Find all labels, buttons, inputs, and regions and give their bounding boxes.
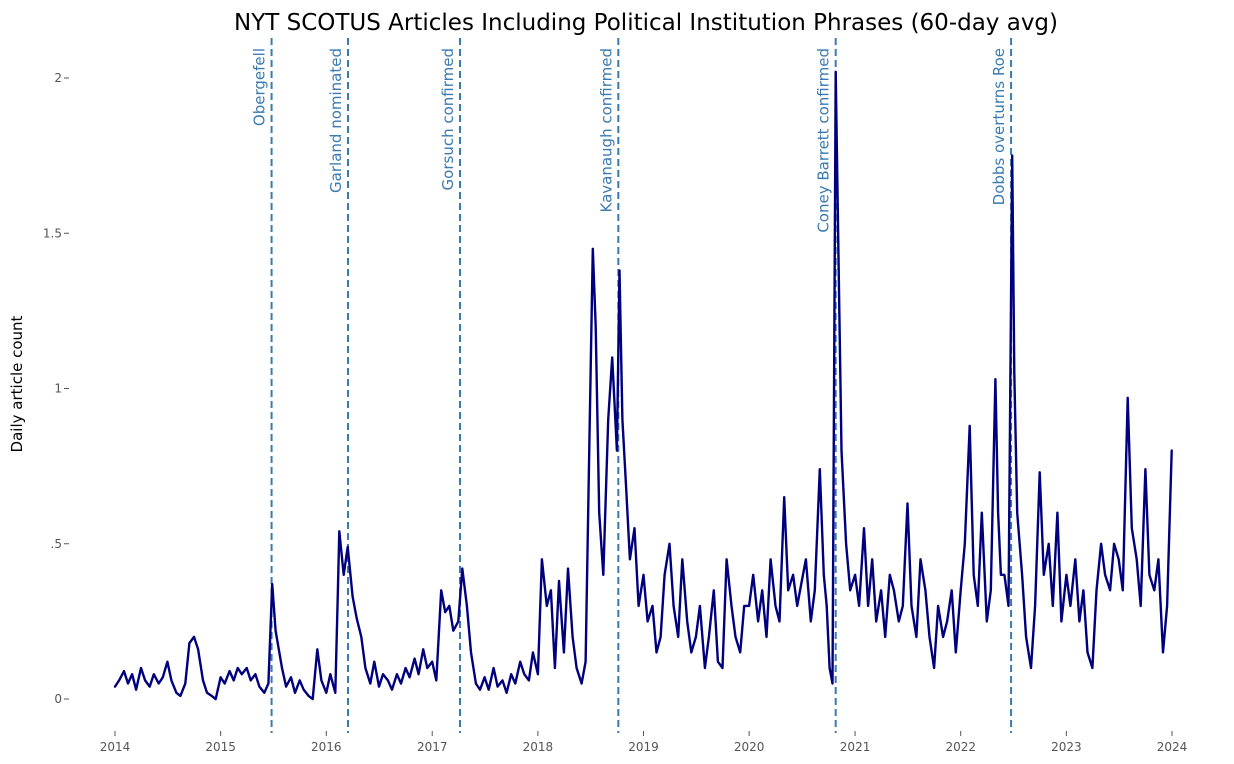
x-tick-label: 2014: [100, 740, 131, 754]
y-tick-label: .5: [51, 537, 62, 551]
event-markers: Obergefell Garland nominated Gorsuch confi…: [251, 38, 1013, 733]
y-axis: 0 .5 1 1.5 2: [43, 71, 69, 706]
x-tick-label: 2022: [945, 740, 976, 754]
x-tick-label: 2016: [311, 740, 342, 754]
event-label: Gorsuch confirmed: [439, 48, 457, 190]
event-label: Obergefell: [251, 48, 269, 126]
x-tick-label: 2024: [1157, 740, 1188, 754]
x-tick-label: 2019: [628, 740, 659, 754]
event-label: Coney Barrett confirmed: [815, 48, 833, 233]
x-tick-label: 2021: [840, 740, 871, 754]
event-label: Dobbs overturns Roe: [990, 48, 1008, 205]
y-tick-label: 2: [54, 71, 62, 85]
x-axis: 2014 2015 2016 2017 2018 2019 2020 2021 2022 2023…: [100, 731, 1188, 754]
series-layer: [113, 70, 1173, 701]
series-line: [113, 70, 1173, 701]
event-label: Garland nominated: [327, 48, 345, 193]
y-tick-label: 1.5: [43, 226, 62, 240]
x-tick-label: 2017: [417, 740, 448, 754]
chart-title: NYT SCOTUS Articles Including Political …: [234, 10, 1058, 36]
x-tick-label: 2018: [523, 740, 554, 754]
y-axis-label: Daily article count: [8, 315, 26, 452]
x-tick-label: 2023: [1051, 740, 1082, 754]
y-tick-label: 0: [54, 692, 62, 706]
event-label: Kavanaugh confirmed: [597, 48, 615, 212]
x-tick-label: 2015: [205, 740, 236, 754]
x-tick-label: 2020: [734, 740, 765, 754]
y-tick-label: 1: [54, 382, 62, 396]
